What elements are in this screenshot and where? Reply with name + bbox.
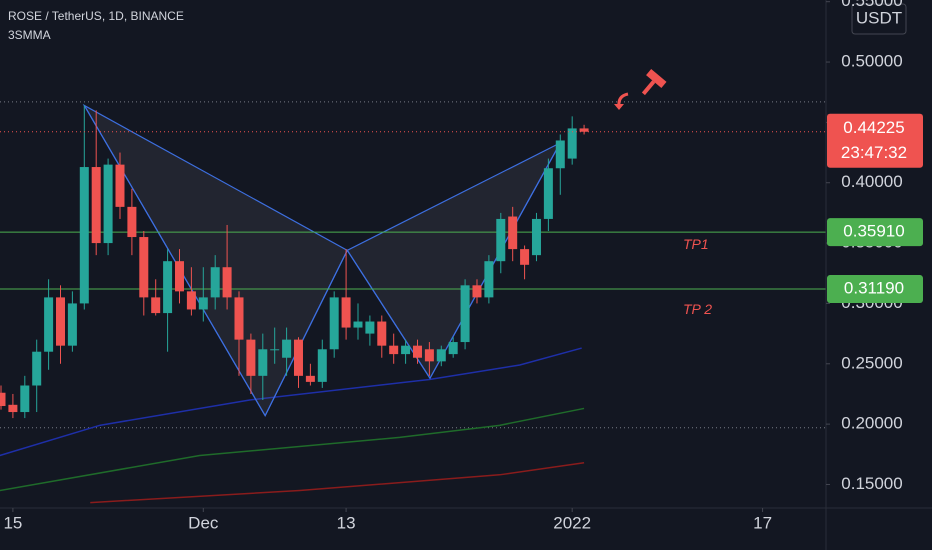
price-label: 0.35910: [843, 222, 904, 241]
candle-body: [234, 297, 244, 340]
currency-label: USDT: [856, 8, 902, 27]
candle-body: [0, 392, 6, 407]
indicator-label: 3SMMA: [8, 28, 51, 42]
candle-body: [531, 218, 541, 256]
candle-body: [8, 404, 18, 413]
arrow-head: [614, 104, 624, 110]
candle-body: [472, 285, 482, 298]
candle-body: [293, 339, 303, 376]
candle-body: [20, 385, 30, 413]
candle-body: [163, 261, 173, 314]
price-label-box: [827, 275, 923, 304]
moving-average: [0, 407, 585, 492]
x-tick-label: 17: [753, 513, 772, 532]
moving-average: [90, 461, 585, 504]
candle-body: [567, 128, 577, 159]
candle-body: [579, 128, 589, 132]
y-tick-label: 0.40000: [841, 172, 902, 191]
candle-body: [282, 339, 292, 358]
candle-body: [186, 291, 196, 310]
candle-body: [67, 303, 77, 346]
x-tick-label: Dec: [188, 513, 219, 532]
candle-body: [91, 167, 101, 244]
candle-body: [270, 349, 280, 351]
candle-body: [222, 267, 232, 298]
chart-title: ROSE / TetherUS, 1D, BINANCE: [8, 9, 184, 23]
candle-body: [210, 267, 220, 298]
candle-body: [246, 339, 256, 376]
hammer-icon: [641, 68, 667, 96]
y-tick-label: 0.55000: [841, 0, 902, 10]
candle-body: [55, 297, 65, 346]
target-name: TP 2: [683, 301, 712, 317]
candle-body: [484, 261, 494, 298]
candle-body: [412, 345, 422, 358]
candle-body: [32, 351, 42, 386]
candle-body: [436, 349, 446, 362]
candle-body: [317, 349, 327, 382]
candle-body: [329, 297, 339, 350]
y-tick-label: 0.50000: [841, 52, 902, 71]
candle-body: [496, 218, 506, 262]
candle-body: [103, 164, 113, 244]
plot-area: [0, 101, 826, 504]
y-tick-label: 0.25000: [841, 353, 902, 372]
candle-body: [460, 285, 470, 343]
candle-body: [341, 297, 351, 328]
candle-body: [139, 237, 149, 298]
x-tick-label: 13: [337, 513, 356, 532]
last-price-box: [827, 113, 923, 168]
candle-body: [424, 349, 434, 362]
x-tick-label: 15: [3, 513, 22, 532]
candle-body: [543, 168, 553, 219]
last-price-label: 0.44225: [843, 118, 904, 137]
moving-average: [0, 347, 582, 457]
candle-body: [115, 164, 125, 207]
candle-body: [198, 297, 208, 310]
candle-body: [448, 342, 458, 355]
candle-body: [508, 216, 518, 250]
candle-body: [555, 140, 565, 169]
countdown: 23:47:32: [841, 143, 907, 162]
price-label: 0.31190: [844, 279, 904, 298]
candle-body: [365, 321, 375, 334]
target-name: TP1: [683, 236, 709, 252]
x-tick-label: 2022: [553, 513, 591, 532]
currency-button[interactable]: [851, 3, 907, 35]
candle-body: [401, 345, 411, 355]
candle-body: [520, 249, 530, 265]
candle-body: [44, 297, 54, 352]
candle-body: [174, 261, 184, 292]
candle-body: [127, 206, 137, 238]
candle-body: [305, 375, 315, 382]
pattern-fill: [82, 103, 349, 417]
y-tick-label: 0.20000: [841, 414, 902, 433]
candle-body: [353, 321, 363, 328]
candle-body: [377, 321, 387, 346]
price-label-box: [827, 218, 923, 247]
y-tick-label: 0.15000: [841, 474, 902, 493]
candle-body: [151, 297, 161, 314]
candle-body: [258, 349, 268, 376]
candle-body: [79, 167, 89, 304]
candle-body: [389, 345, 399, 355]
pattern-line: [83, 105, 561, 417]
